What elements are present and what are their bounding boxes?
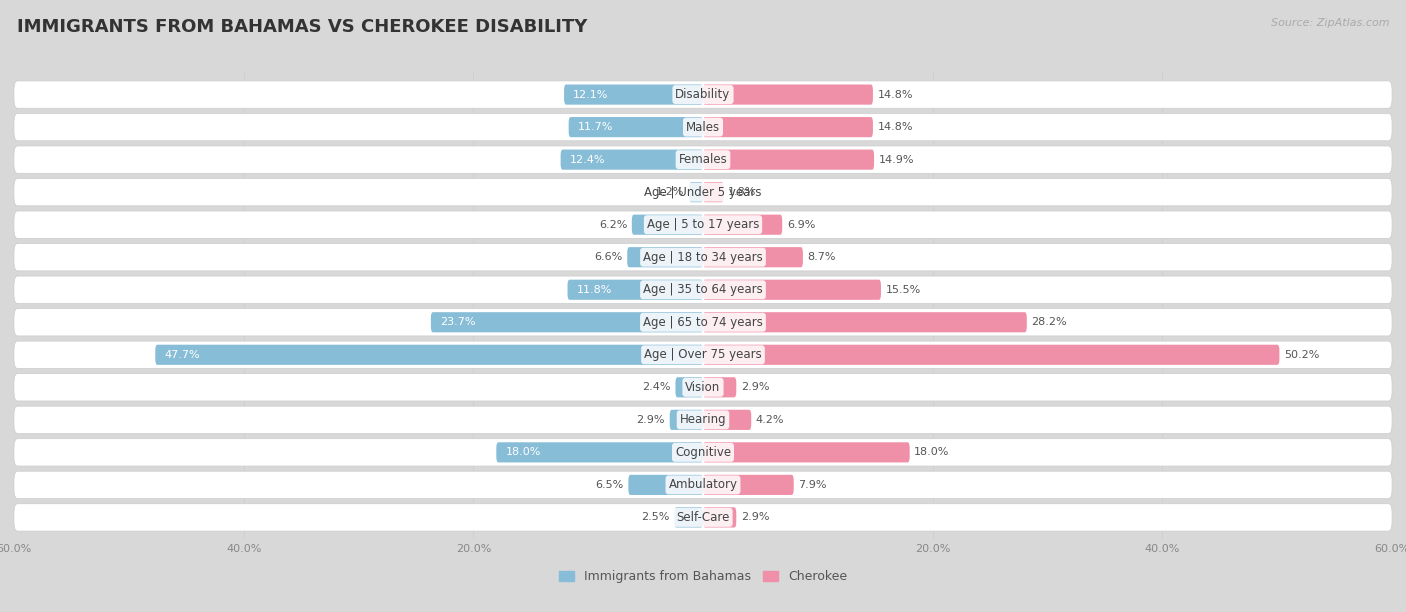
FancyBboxPatch shape	[14, 211, 1392, 238]
Text: 6.2%: 6.2%	[599, 220, 627, 230]
FancyBboxPatch shape	[14, 81, 1392, 108]
Text: 6.6%: 6.6%	[595, 252, 623, 262]
FancyBboxPatch shape	[703, 312, 1026, 332]
FancyBboxPatch shape	[675, 377, 703, 397]
FancyBboxPatch shape	[703, 345, 1279, 365]
Text: Age | 18 to 34 years: Age | 18 to 34 years	[643, 251, 763, 264]
FancyBboxPatch shape	[14, 374, 1392, 401]
Text: 14.8%: 14.8%	[877, 122, 912, 132]
Text: 14.9%: 14.9%	[879, 155, 914, 165]
FancyBboxPatch shape	[689, 182, 703, 202]
Text: Self-Care: Self-Care	[676, 511, 730, 524]
FancyBboxPatch shape	[430, 312, 703, 332]
FancyBboxPatch shape	[703, 247, 803, 267]
Text: 2.9%: 2.9%	[637, 415, 665, 425]
Text: Age | 65 to 74 years: Age | 65 to 74 years	[643, 316, 763, 329]
Text: 14.8%: 14.8%	[877, 89, 912, 100]
FancyBboxPatch shape	[14, 504, 1392, 531]
Text: 4.2%: 4.2%	[756, 415, 785, 425]
FancyBboxPatch shape	[561, 149, 703, 170]
FancyBboxPatch shape	[703, 475, 794, 495]
Text: Hearing: Hearing	[679, 413, 727, 427]
FancyBboxPatch shape	[703, 215, 782, 235]
Text: 18.0%: 18.0%	[506, 447, 541, 457]
Text: 47.7%: 47.7%	[165, 350, 200, 360]
Text: 15.5%: 15.5%	[886, 285, 921, 295]
Text: 6.9%: 6.9%	[787, 220, 815, 230]
FancyBboxPatch shape	[703, 117, 873, 137]
Text: 2.5%: 2.5%	[641, 512, 669, 523]
Text: 2.4%: 2.4%	[643, 382, 671, 392]
FancyBboxPatch shape	[703, 149, 875, 170]
FancyBboxPatch shape	[496, 442, 703, 463]
FancyBboxPatch shape	[14, 146, 1392, 173]
FancyBboxPatch shape	[14, 439, 1392, 466]
Text: Age | Under 5 years: Age | Under 5 years	[644, 185, 762, 199]
FancyBboxPatch shape	[564, 84, 703, 105]
FancyBboxPatch shape	[703, 84, 873, 105]
FancyBboxPatch shape	[14, 308, 1392, 336]
FancyBboxPatch shape	[14, 341, 1392, 368]
Text: 8.7%: 8.7%	[807, 252, 837, 262]
Text: 28.2%: 28.2%	[1032, 317, 1067, 327]
Text: 23.7%: 23.7%	[440, 317, 475, 327]
FancyBboxPatch shape	[155, 345, 703, 365]
Text: 12.4%: 12.4%	[569, 155, 606, 165]
FancyBboxPatch shape	[703, 507, 737, 528]
FancyBboxPatch shape	[14, 276, 1392, 304]
Text: 6.5%: 6.5%	[596, 480, 624, 490]
FancyBboxPatch shape	[628, 475, 703, 495]
FancyBboxPatch shape	[14, 179, 1392, 206]
Text: Age | Over 75 years: Age | Over 75 years	[644, 348, 762, 361]
Text: 50.2%: 50.2%	[1284, 350, 1319, 360]
Text: 2.9%: 2.9%	[741, 512, 769, 523]
FancyBboxPatch shape	[627, 247, 703, 267]
Text: 1.8%: 1.8%	[728, 187, 756, 197]
FancyBboxPatch shape	[14, 406, 1392, 433]
Text: IMMIGRANTS FROM BAHAMAS VS CHEROKEE DISABILITY: IMMIGRANTS FROM BAHAMAS VS CHEROKEE DISA…	[17, 18, 588, 36]
Text: Ambulatory: Ambulatory	[668, 479, 738, 491]
Legend: Immigrants from Bahamas, Cherokee: Immigrants from Bahamas, Cherokee	[554, 565, 852, 588]
Text: 11.8%: 11.8%	[576, 285, 612, 295]
Text: Cognitive: Cognitive	[675, 446, 731, 459]
FancyBboxPatch shape	[14, 244, 1392, 271]
FancyBboxPatch shape	[568, 280, 703, 300]
Text: Source: ZipAtlas.com: Source: ZipAtlas.com	[1271, 18, 1389, 28]
FancyBboxPatch shape	[703, 280, 882, 300]
FancyBboxPatch shape	[14, 113, 1392, 141]
Text: Disability: Disability	[675, 88, 731, 101]
Text: Vision: Vision	[685, 381, 721, 394]
FancyBboxPatch shape	[703, 377, 737, 397]
FancyBboxPatch shape	[568, 117, 703, 137]
FancyBboxPatch shape	[669, 410, 703, 430]
Text: Age | 5 to 17 years: Age | 5 to 17 years	[647, 218, 759, 231]
FancyBboxPatch shape	[703, 182, 724, 202]
Text: Age | 35 to 64 years: Age | 35 to 64 years	[643, 283, 763, 296]
Text: Males: Males	[686, 121, 720, 133]
Text: 2.9%: 2.9%	[741, 382, 769, 392]
FancyBboxPatch shape	[631, 215, 703, 235]
Text: 1.2%: 1.2%	[657, 187, 685, 197]
Text: 7.9%: 7.9%	[799, 480, 827, 490]
FancyBboxPatch shape	[675, 507, 703, 528]
Text: Females: Females	[679, 153, 727, 166]
Text: 11.7%: 11.7%	[578, 122, 613, 132]
FancyBboxPatch shape	[14, 471, 1392, 499]
Text: 18.0%: 18.0%	[914, 447, 949, 457]
FancyBboxPatch shape	[703, 442, 910, 463]
FancyBboxPatch shape	[703, 410, 751, 430]
Text: 12.1%: 12.1%	[574, 89, 609, 100]
